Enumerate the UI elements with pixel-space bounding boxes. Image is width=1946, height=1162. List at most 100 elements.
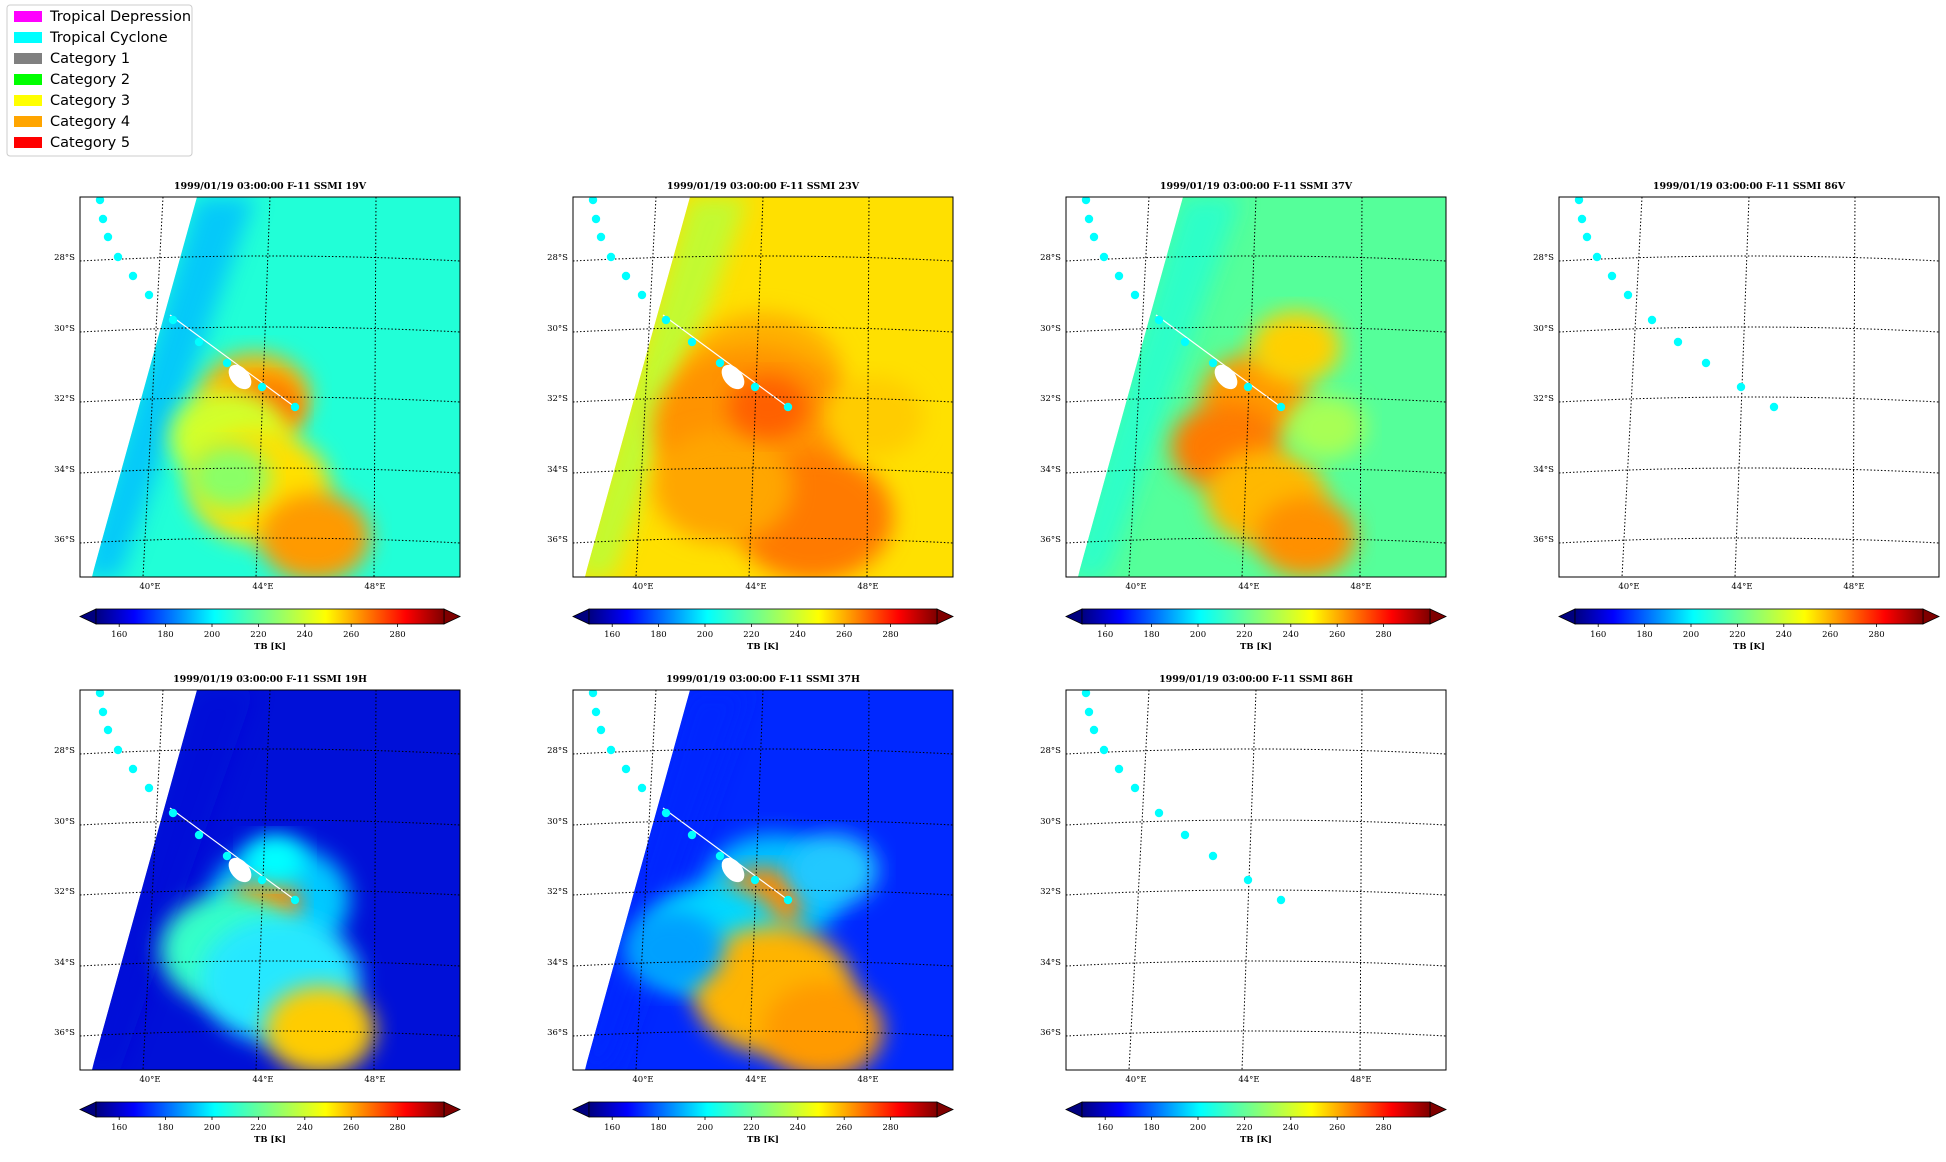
lat-tick-label: 30°S bbox=[1040, 324, 1061, 334]
tb-blob bbox=[1286, 395, 1366, 459]
lat-tick-label: 28°S bbox=[54, 253, 75, 263]
track-point bbox=[606, 745, 616, 755]
track-point bbox=[144, 783, 154, 793]
colorbar-gradient bbox=[1574, 608, 1924, 625]
colorbar-tick-label: 200 bbox=[204, 1123, 220, 1133]
legend-label: Category 1 bbox=[50, 51, 130, 67]
lon-tick-label: 40°E bbox=[1618, 582, 1639, 592]
lon-tick-label: 44°E bbox=[252, 582, 273, 592]
colorbar-tick-label: 240 bbox=[297, 630, 313, 640]
colorbar-tick-label: 160 bbox=[604, 1123, 620, 1133]
colorbar-tick-label: 200 bbox=[697, 630, 713, 640]
legend-swatch bbox=[14, 32, 42, 43]
colorbar-tick-label: 180 bbox=[1636, 630, 1652, 640]
map-frame bbox=[79, 196, 461, 578]
colorbar-tick-label: 160 bbox=[604, 630, 620, 640]
meridian-gridline bbox=[373, 197, 377, 577]
track-point bbox=[290, 402, 300, 412]
colorbar: 160 180 200 220 240 260 280 TB [K] bbox=[572, 608, 954, 652]
lon-tick-label: 48°E bbox=[1350, 1075, 1371, 1085]
colorbar-low-extend bbox=[79, 1101, 97, 1118]
colorbar: 160 180 200 220 240 260 280 TB [K] bbox=[1558, 608, 1940, 652]
colorbar-tick-label: 240 bbox=[790, 630, 806, 640]
tb-blob bbox=[190, 445, 270, 509]
legend-swatch bbox=[14, 137, 42, 148]
lat-tick-label: 36°S bbox=[1533, 535, 1554, 545]
parallel-gridline bbox=[1066, 819, 1446, 826]
colorbar-tick-label: 160 bbox=[1590, 630, 1606, 640]
lon-tick-label: 48°E bbox=[1843, 582, 1864, 592]
lat-tick-label: 30°S bbox=[54, 324, 75, 334]
track-point bbox=[1623, 290, 1633, 300]
colorbar-tick-label: 180 bbox=[157, 630, 173, 640]
colorbar-gradient bbox=[588, 1101, 938, 1118]
meridian-gridline bbox=[635, 197, 657, 577]
parallel-gridline bbox=[573, 467, 953, 474]
colorbar-tick-label: 200 bbox=[697, 1123, 713, 1133]
swath-edge bbox=[1078, 197, 1241, 577]
panel-title: 1999/01/19 03:00:00 F-11 SSMI 19V bbox=[174, 181, 367, 192]
lat-tick-label: 30°S bbox=[547, 817, 568, 827]
lat-tick-label: 36°S bbox=[1040, 535, 1061, 545]
tb-blob bbox=[265, 986, 375, 1070]
parallel-gridline bbox=[80, 255, 460, 262]
track-point bbox=[661, 808, 671, 818]
track-point bbox=[596, 232, 606, 242]
track-point bbox=[621, 764, 631, 774]
parallel-gridline bbox=[1559, 537, 1939, 544]
track-point bbox=[222, 358, 232, 368]
lon-tick-label: 40°E bbox=[139, 582, 160, 592]
swath-edge bbox=[92, 690, 255, 1070]
lon-tick-label: 40°E bbox=[632, 582, 653, 592]
track-line bbox=[1155, 314, 1282, 408]
parallel-gridline bbox=[80, 537, 460, 544]
parallel-gridline bbox=[80, 1030, 460, 1037]
track-point bbox=[98, 707, 108, 717]
map-background bbox=[1559, 197, 1939, 577]
meridian-gridline bbox=[1359, 690, 1363, 1070]
lon-tick-label: 40°E bbox=[139, 1075, 160, 1085]
lat-tick-label: 36°S bbox=[1040, 1028, 1061, 1038]
panel-title: 1999/01/19 03:00:00 F-11 SSMI 19H bbox=[173, 674, 367, 685]
colorbar-low-extend bbox=[572, 608, 590, 625]
track-point bbox=[98, 214, 108, 224]
track-point bbox=[1154, 315, 1164, 325]
panel-title: 1999/01/19 03:00:00 F-11 SSMI 86H bbox=[1159, 674, 1353, 685]
lat-tick-label: 32°S bbox=[547, 394, 568, 404]
parallel-gridline bbox=[1066, 467, 1446, 474]
panel-title: 1999/01/19 03:00:00 F-11 SSMI 37V bbox=[1160, 181, 1353, 192]
colorbar-tick-label: 200 bbox=[1190, 630, 1206, 640]
missing-data-patch bbox=[721, 857, 745, 883]
track-point bbox=[783, 402, 793, 412]
swath-edge bbox=[585, 197, 748, 577]
track-point bbox=[103, 725, 113, 735]
track-point bbox=[1081, 197, 1091, 205]
track-point bbox=[621, 271, 631, 281]
track-point bbox=[750, 875, 760, 885]
parallel-gridline bbox=[80, 960, 460, 967]
track-point bbox=[1208, 358, 1218, 368]
colorbar-tick-label: 180 bbox=[650, 1123, 666, 1133]
meridian-gridline bbox=[866, 690, 870, 1070]
lat-tick-label: 32°S bbox=[547, 887, 568, 897]
legend-label: Category 4 bbox=[50, 114, 130, 130]
track-point bbox=[257, 875, 267, 885]
colorbar-high-extend bbox=[443, 608, 461, 625]
colorbar: 160 180 200 220 240 260 280 TB [K] bbox=[79, 608, 461, 652]
lat-tick-label: 30°S bbox=[1533, 324, 1554, 334]
colorbar-tick-label: 280 bbox=[389, 1123, 405, 1133]
lat-tick-label: 34°S bbox=[54, 958, 75, 968]
parallel-gridline bbox=[1066, 326, 1446, 333]
parallel-gridline bbox=[80, 396, 460, 403]
track-point bbox=[194, 830, 204, 840]
lon-tick-label: 44°E bbox=[252, 1075, 273, 1085]
parallel-gridline bbox=[80, 819, 460, 826]
track-point bbox=[194, 337, 204, 347]
map-frame bbox=[1065, 689, 1447, 1071]
track-point bbox=[1582, 232, 1592, 242]
colorbar-tick-label: 180 bbox=[1143, 1123, 1159, 1133]
track-point bbox=[687, 830, 697, 840]
parallel-gridline bbox=[573, 1030, 953, 1037]
colorbar-tick-label: 240 bbox=[790, 1123, 806, 1133]
track-point bbox=[1769, 402, 1779, 412]
